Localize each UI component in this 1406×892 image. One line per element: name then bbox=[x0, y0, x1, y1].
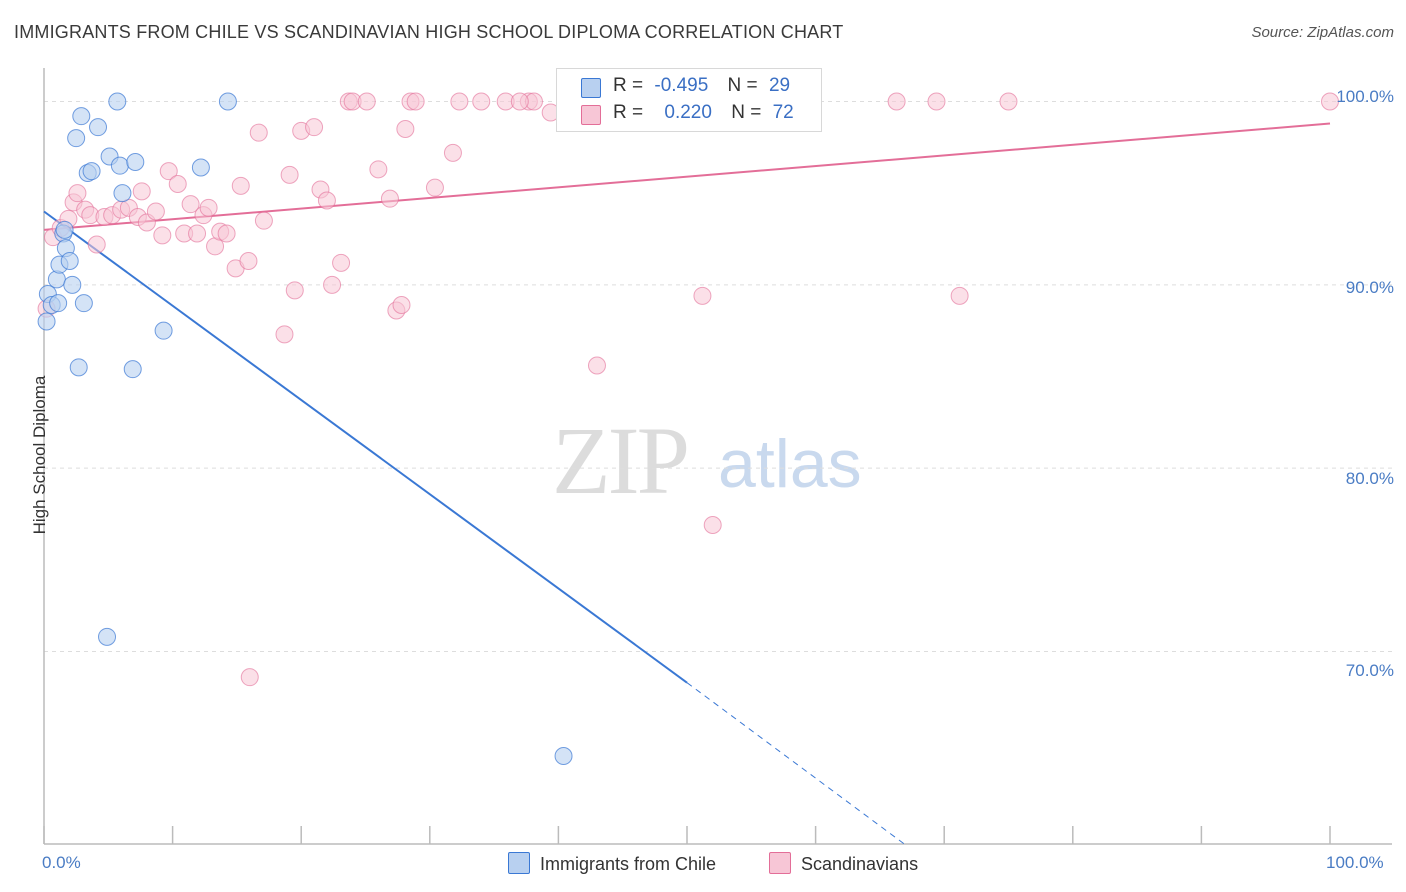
scandinavians-point bbox=[199, 198, 218, 217]
watermark-atlas: atlas bbox=[718, 426, 862, 502]
scandinavians-point bbox=[450, 92, 469, 111]
chile-point bbox=[47, 270, 66, 289]
scandinavians-point bbox=[254, 211, 273, 230]
scandinavians-point bbox=[443, 143, 462, 162]
chile-point bbox=[98, 627, 117, 646]
chile-point bbox=[154, 321, 173, 340]
scandinavians-point bbox=[146, 202, 165, 221]
chile-point bbox=[113, 184, 132, 203]
watermark-zip: ZIP bbox=[552, 407, 690, 514]
y-tick-label-90: 90.0% bbox=[1345, 278, 1394, 297]
scandinavians-point bbox=[68, 184, 87, 203]
chile-legend-swatch bbox=[508, 852, 530, 874]
scandinavians-point bbox=[317, 191, 336, 210]
scandinavians-point bbox=[392, 296, 411, 314]
n-value-scandinavians: 72 bbox=[772, 102, 794, 123]
scandinavians-point bbox=[332, 253, 351, 272]
x-tick-label-max: 100.0% bbox=[1326, 853, 1384, 872]
chile-point bbox=[49, 294, 68, 313]
scandinavians-point bbox=[323, 275, 342, 294]
scandinavians-point bbox=[587, 356, 606, 375]
bottom-legend-chile: Immigrants from Chile bbox=[508, 852, 716, 875]
chile-point bbox=[74, 294, 93, 313]
scandinavians-point bbox=[999, 92, 1018, 111]
scandinavians-point bbox=[950, 286, 969, 305]
n-label: N = bbox=[727, 75, 758, 96]
chile-point bbox=[126, 153, 145, 171]
r-value-chile: -0.495 bbox=[654, 75, 709, 96]
chile-point bbox=[55, 220, 74, 239]
scandinavians-point bbox=[703, 516, 722, 534]
scandinavians-trend-line bbox=[43, 122, 1331, 231]
scandinavians-point bbox=[1321, 92, 1339, 111]
scandinavians-legend-label: Scandinavians bbox=[801, 854, 919, 874]
bottom-legend-scandinavians: Scandinavians bbox=[769, 852, 918, 875]
scandinavians-point bbox=[217, 224, 236, 243]
chile-point bbox=[67, 129, 86, 148]
scandinavians-point bbox=[472, 92, 491, 111]
chile-trend-extension bbox=[686, 682, 905, 845]
scandinavians-point bbox=[510, 92, 529, 111]
scandinavians-point bbox=[380, 189, 399, 208]
chile-point bbox=[37, 312, 56, 331]
y-tick-label-100: 100.0% bbox=[1336, 87, 1394, 106]
scandinavians-point bbox=[249, 123, 268, 142]
y-tick-label-80: 80.0% bbox=[1345, 469, 1394, 488]
chile-point bbox=[110, 156, 129, 175]
y-axis-title: High School Diploma bbox=[30, 375, 49, 535]
chile-point bbox=[191, 158, 210, 177]
r-label: R = bbox=[613, 102, 644, 123]
scandinavians-point bbox=[87, 235, 106, 254]
scandinavians-point bbox=[887, 92, 906, 111]
n-label: N = bbox=[731, 102, 762, 123]
scandinavians-point bbox=[369, 160, 388, 179]
scandinavians-point bbox=[693, 286, 712, 305]
scandinavians-point bbox=[927, 92, 946, 111]
chile-point bbox=[82, 162, 101, 181]
correlation-legend: R = -0.495 N = 29 R = 0.220 N = 72 bbox=[556, 68, 822, 132]
r-label: R = bbox=[613, 75, 644, 96]
scandinavians-point bbox=[239, 252, 258, 270]
scandinavians-point bbox=[305, 118, 324, 137]
chart-title: IMMIGRANTS FROM CHILE VS SCANDINAVIAN HI… bbox=[14, 22, 844, 42]
scandinavians-point bbox=[159, 162, 178, 181]
scandinavians-point bbox=[406, 92, 425, 111]
chile-point bbox=[63, 275, 82, 294]
chile-point bbox=[108, 92, 127, 111]
scandinavians-point bbox=[181, 195, 200, 214]
scandinavians-point bbox=[168, 175, 187, 193]
scandinavians-point bbox=[357, 92, 376, 111]
scandinavians-point bbox=[231, 176, 250, 195]
scandinavians-point bbox=[188, 224, 207, 243]
scandinavians-point bbox=[275, 325, 294, 344]
scandinavians-point bbox=[425, 178, 444, 197]
scandinavians-point bbox=[240, 668, 259, 687]
chile-point bbox=[554, 747, 573, 765]
scandinavians-point bbox=[132, 182, 151, 201]
scandinavians-point bbox=[396, 120, 415, 138]
scandinavians-legend-swatch bbox=[769, 852, 791, 874]
chile-point bbox=[218, 92, 237, 111]
chile-trend-line bbox=[43, 210, 688, 684]
scandinavians-point bbox=[280, 165, 299, 184]
scandinavians-point bbox=[285, 281, 304, 300]
scandinavians-swatch bbox=[581, 105, 601, 125]
r-value-scandinavians: 0.220 bbox=[664, 102, 712, 123]
chile-point bbox=[60, 252, 79, 270]
chile-point bbox=[89, 118, 108, 137]
chile-swatch bbox=[581, 78, 601, 98]
chile-point bbox=[72, 107, 91, 126]
chile-legend-label: Immigrants from Chile bbox=[540, 854, 717, 874]
y-tick-label-70: 70.0% bbox=[1345, 661, 1394, 680]
x-tick-label-min: 0.0% bbox=[42, 853, 81, 872]
chile-point bbox=[123, 360, 142, 379]
chile-point bbox=[69, 358, 88, 377]
source-label: Source: ZipAtlas.com bbox=[1251, 24, 1394, 41]
scandinavians-point bbox=[153, 226, 172, 245]
n-value-chile: 29 bbox=[768, 75, 791, 96]
